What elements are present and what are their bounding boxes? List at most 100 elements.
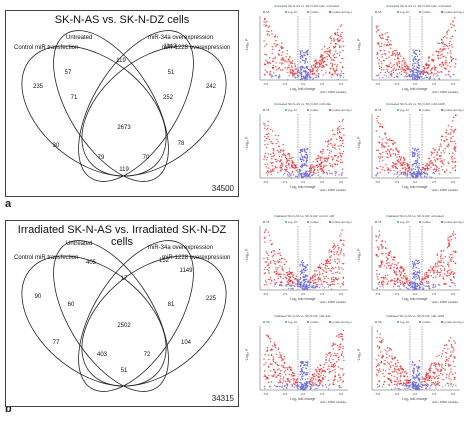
- volcano-point: [447, 47, 449, 49]
- volcano-point: [452, 135, 454, 138]
- volcano-point: [398, 151, 400, 154]
- volcano-point: [447, 348, 449, 350]
- volcano-point: [268, 366, 270, 368]
- volcano-point: [384, 276, 386, 279]
- volcano-point: [417, 62, 419, 64]
- volcano-point: [381, 253, 383, 255]
- volcano-point: [334, 364, 337, 367]
- volcano-point: [341, 37, 343, 39]
- volcano-point: [326, 173, 328, 175]
- volcano-point: [280, 356, 282, 359]
- volcano-point: [435, 169, 437, 171]
- volcano-point: [452, 231, 455, 233]
- volcano-point: [408, 67, 410, 69]
- volcano-point: [403, 63, 406, 65]
- x-axis-label: Log₂ fold change: [402, 297, 428, 301]
- volcano-point: [404, 66, 407, 68]
- volcano-point: [385, 267, 388, 269]
- volcano-point: [276, 269, 278, 271]
- volcano-point: [308, 175, 310, 177]
- volcano-point: [307, 371, 309, 374]
- x-tick-label: 5.0: [339, 292, 344, 296]
- region-value: 57: [64, 70, 72, 76]
- volcano-point: [450, 271, 453, 274]
- volcano-point: [422, 283, 424, 285]
- volcano-point: [435, 286, 437, 288]
- volcano-point: [340, 128, 343, 130]
- volcano-point: [450, 133, 452, 136]
- volcano-point: [387, 148, 389, 150]
- volcano-point: [288, 268, 291, 270]
- volcano-point: [264, 231, 266, 234]
- volcano-point: [440, 259, 442, 262]
- volcano-point: [287, 164, 290, 166]
- volcano-point: [286, 168, 288, 171]
- volcano-point: [382, 369, 385, 371]
- volcano-point: [388, 378, 390, 381]
- volcano-point: [280, 273, 282, 275]
- region-value: 77: [52, 340, 60, 346]
- volcano-point: [327, 354, 329, 356]
- volcano-point: [301, 158, 303, 161]
- volcano-point: [319, 278, 321, 281]
- volcano-point: [299, 278, 301, 281]
- volcano-point: [292, 75, 294, 77]
- volcano-point: [282, 385, 284, 387]
- volcano-point: [273, 374, 275, 376]
- volcano-point: [271, 158, 273, 160]
- volcano-point: [445, 57, 447, 59]
- volcano-point: [329, 139, 332, 141]
- volcano-point: [400, 274, 402, 276]
- volcano-point: [342, 76, 345, 79]
- volcano-point: [315, 172, 317, 175]
- volcano-point: [267, 335, 269, 337]
- volcano-point: [301, 361, 303, 363]
- x-tick-label: 2.5: [432, 292, 437, 296]
- volcano-point: [437, 383, 440, 385]
- volcano-point: [312, 275, 314, 277]
- volcano-point: [336, 31, 339, 34]
- volcano-point: [314, 76, 316, 79]
- volcano-point: [389, 265, 391, 267]
- volcano-point: [331, 129, 334, 132]
- x-tick-label: 2.5: [432, 82, 437, 86]
- volcano-point: [417, 274, 420, 276]
- volcano-point: [416, 388, 418, 390]
- volcano-point: [447, 245, 449, 248]
- volcano-point: [454, 29, 457, 32]
- volcano-point: [334, 246, 337, 248]
- volcano-point: [303, 364, 306, 366]
- volcano-point: [417, 76, 420, 78]
- set-label-control: Control miR transfection: [14, 45, 79, 51]
- volcano-point: [405, 275, 407, 277]
- volcano-point: [419, 72, 421, 75]
- region-value: 1143: [163, 44, 177, 50]
- volcano-point: [379, 264, 381, 267]
- volcano-point: [390, 169, 392, 172]
- volcano-point: [426, 67, 429, 69]
- volcano-point: [270, 354, 273, 357]
- volcano-point: [380, 356, 383, 358]
- volcano-point: [414, 282, 416, 284]
- volcano-point: [375, 373, 378, 376]
- volcano-point: [291, 164, 293, 166]
- volcano-point: [316, 69, 318, 72]
- volcano-point: [454, 365, 456, 368]
- volcano-point: [410, 68, 412, 71]
- volcano-point: [321, 64, 324, 67]
- volcano-point: [428, 78, 430, 80]
- volcano-point: [336, 129, 339, 131]
- volcano-point: [335, 56, 337, 59]
- volcano-point: [284, 276, 287, 278]
- volcano-point: [380, 360, 383, 362]
- volcano-point: [279, 167, 281, 169]
- volcano-point: [336, 65, 338, 68]
- volcano-point: [447, 239, 449, 242]
- volcano-point: [268, 358, 270, 361]
- volcano-point: [454, 129, 456, 131]
- volcano-point: [396, 359, 399, 362]
- volcano-point: [318, 265, 320, 268]
- volcano-point: [386, 68, 388, 71]
- volcano-point: [303, 148, 306, 150]
- volcano-point: [320, 157, 322, 159]
